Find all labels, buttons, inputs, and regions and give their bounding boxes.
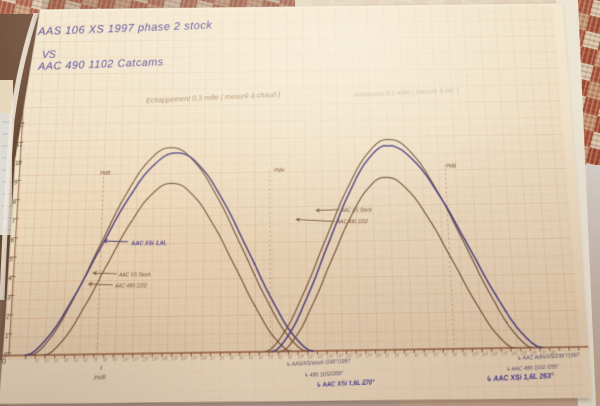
svg-text:110: 110: [481, 351, 488, 357]
svg-text:AAC XSi 1,6L: AAC XSi 1,6L: [130, 240, 167, 247]
svg-text:160: 160: [181, 356, 188, 362]
svg-text:3: 3: [7, 295, 11, 302]
svg-text:7: 7: [11, 218, 15, 225]
svg-text:160: 160: [530, 350, 537, 356]
svg-text:0: 0: [3, 352, 7, 359]
svg-text:80: 80: [452, 352, 457, 357]
svg-text:160: 160: [355, 353, 362, 359]
svg-text:12: 12: [17, 123, 24, 129]
svg-text:30: 30: [229, 355, 234, 361]
svg-text:70: 70: [443, 352, 448, 357]
svg-text:0: 0: [2, 358, 7, 366]
svg-text:AAC 490 1102: AAC 490 1102: [336, 219, 369, 225]
svg-text:140: 140: [510, 351, 517, 357]
svg-text:120: 120: [491, 351, 498, 357]
svg-text:100: 100: [122, 357, 129, 363]
svg-text:10: 10: [210, 356, 215, 362]
svg-text:AAC XS Stock: AAC XS Stock: [340, 207, 373, 213]
svg-text:10: 10: [15, 161, 22, 168]
svg-text:PMB: PMB: [446, 164, 457, 169]
svg-text:PMH: PMH: [274, 168, 285, 174]
svg-text:180: 180: [549, 350, 556, 356]
svg-text:170: 170: [365, 353, 372, 359]
svg-text:90: 90: [112, 357, 117, 363]
svg-text:AAC 490-1102: AAC 490-1102: [114, 282, 148, 288]
svg-text:10: 10: [34, 358, 39, 364]
svg-text:2: 2: [6, 314, 10, 321]
svg-text:100: 100: [472, 351, 479, 357]
svg-text:110: 110: [132, 356, 139, 362]
svg-text:40: 40: [414, 353, 419, 358]
svg-text:11: 11: [16, 142, 23, 148]
svg-text:40: 40: [239, 355, 244, 361]
svg-text:120: 120: [317, 354, 324, 360]
svg-text:90: 90: [288, 355, 293, 361]
svg-text:50: 50: [73, 358, 78, 364]
svg-text:1: 1: [5, 333, 9, 340]
svg-text:60: 60: [433, 352, 438, 357]
svg-text:9: 9: [14, 180, 18, 187]
svg-text:AAC XS Stock: AAC XS Stock: [118, 272, 152, 278]
svg-text:4: 4: [8, 276, 12, 283]
svg-text:150: 150: [520, 351, 527, 357]
svg-text:30: 30: [404, 353, 409, 358]
svg-text:PMB: PMB: [100, 171, 111, 177]
svg-text:50: 50: [423, 352, 428, 357]
svg-text:130: 130: [326, 353, 333, 359]
svg-text:5: 5: [9, 257, 13, 264]
svg-text:180: 180: [200, 355, 207, 361]
svg-text:150: 150: [171, 356, 178, 362]
svg-text:20: 20: [43, 358, 49, 364]
svg-text:120: 120: [142, 356, 149, 362]
svg-text:↳ AAS/XS/stock /230°/1997: ↳ AAS/XS/stock /230°/1997: [286, 358, 351, 369]
svg-text:170: 170: [190, 356, 197, 362]
svg-text:70: 70: [268, 355, 273, 361]
svg-text:40: 40: [64, 358, 69, 364]
svg-text:180: 180: [375, 353, 382, 359]
svg-text:10: 10: [385, 353, 390, 359]
svg-text:150: 150: [346, 353, 353, 359]
svg-text:50: 50: [249, 355, 254, 361]
svg-text:8: 8: [13, 199, 17, 206]
svg-text:60: 60: [83, 358, 88, 364]
svg-text:100: 100: [297, 354, 304, 360]
svg-text:70: 70: [93, 357, 98, 363]
svg-text:130: 130: [501, 351, 508, 357]
svg-text:AAC 490 1102 Catcams: AAC 490 1102 Catcams: [37, 56, 164, 73]
svg-text:140: 140: [161, 356, 168, 362]
svg-text:PMB: PMB: [94, 374, 107, 382]
svg-text:20: 20: [393, 353, 399, 359]
svg-text:130: 130: [151, 356, 158, 362]
svg-text:60: 60: [258, 355, 263, 361]
svg-text:↳ AAC Adm/XS/236°/1997: ↳ AAC Adm/XS/236°/1997: [517, 352, 581, 362]
svg-text:110: 110: [307, 354, 314, 360]
svg-text:170: 170: [539, 350, 546, 356]
svg-text:6: 6: [10, 238, 14, 245]
svg-text:90: 90: [462, 352, 467, 357]
svg-text:140: 140: [336, 353, 343, 359]
svg-text:80: 80: [278, 355, 283, 361]
svg-text:80: 80: [103, 357, 108, 363]
svg-text:VS: VS: [42, 49, 56, 61]
svg-text:↳ AAC 490 1102 /255°: ↳ AAC 490 1102 /255°: [506, 363, 560, 373]
svg-text:20: 20: [218, 356, 224, 362]
svg-text:30: 30: [54, 358, 59, 364]
